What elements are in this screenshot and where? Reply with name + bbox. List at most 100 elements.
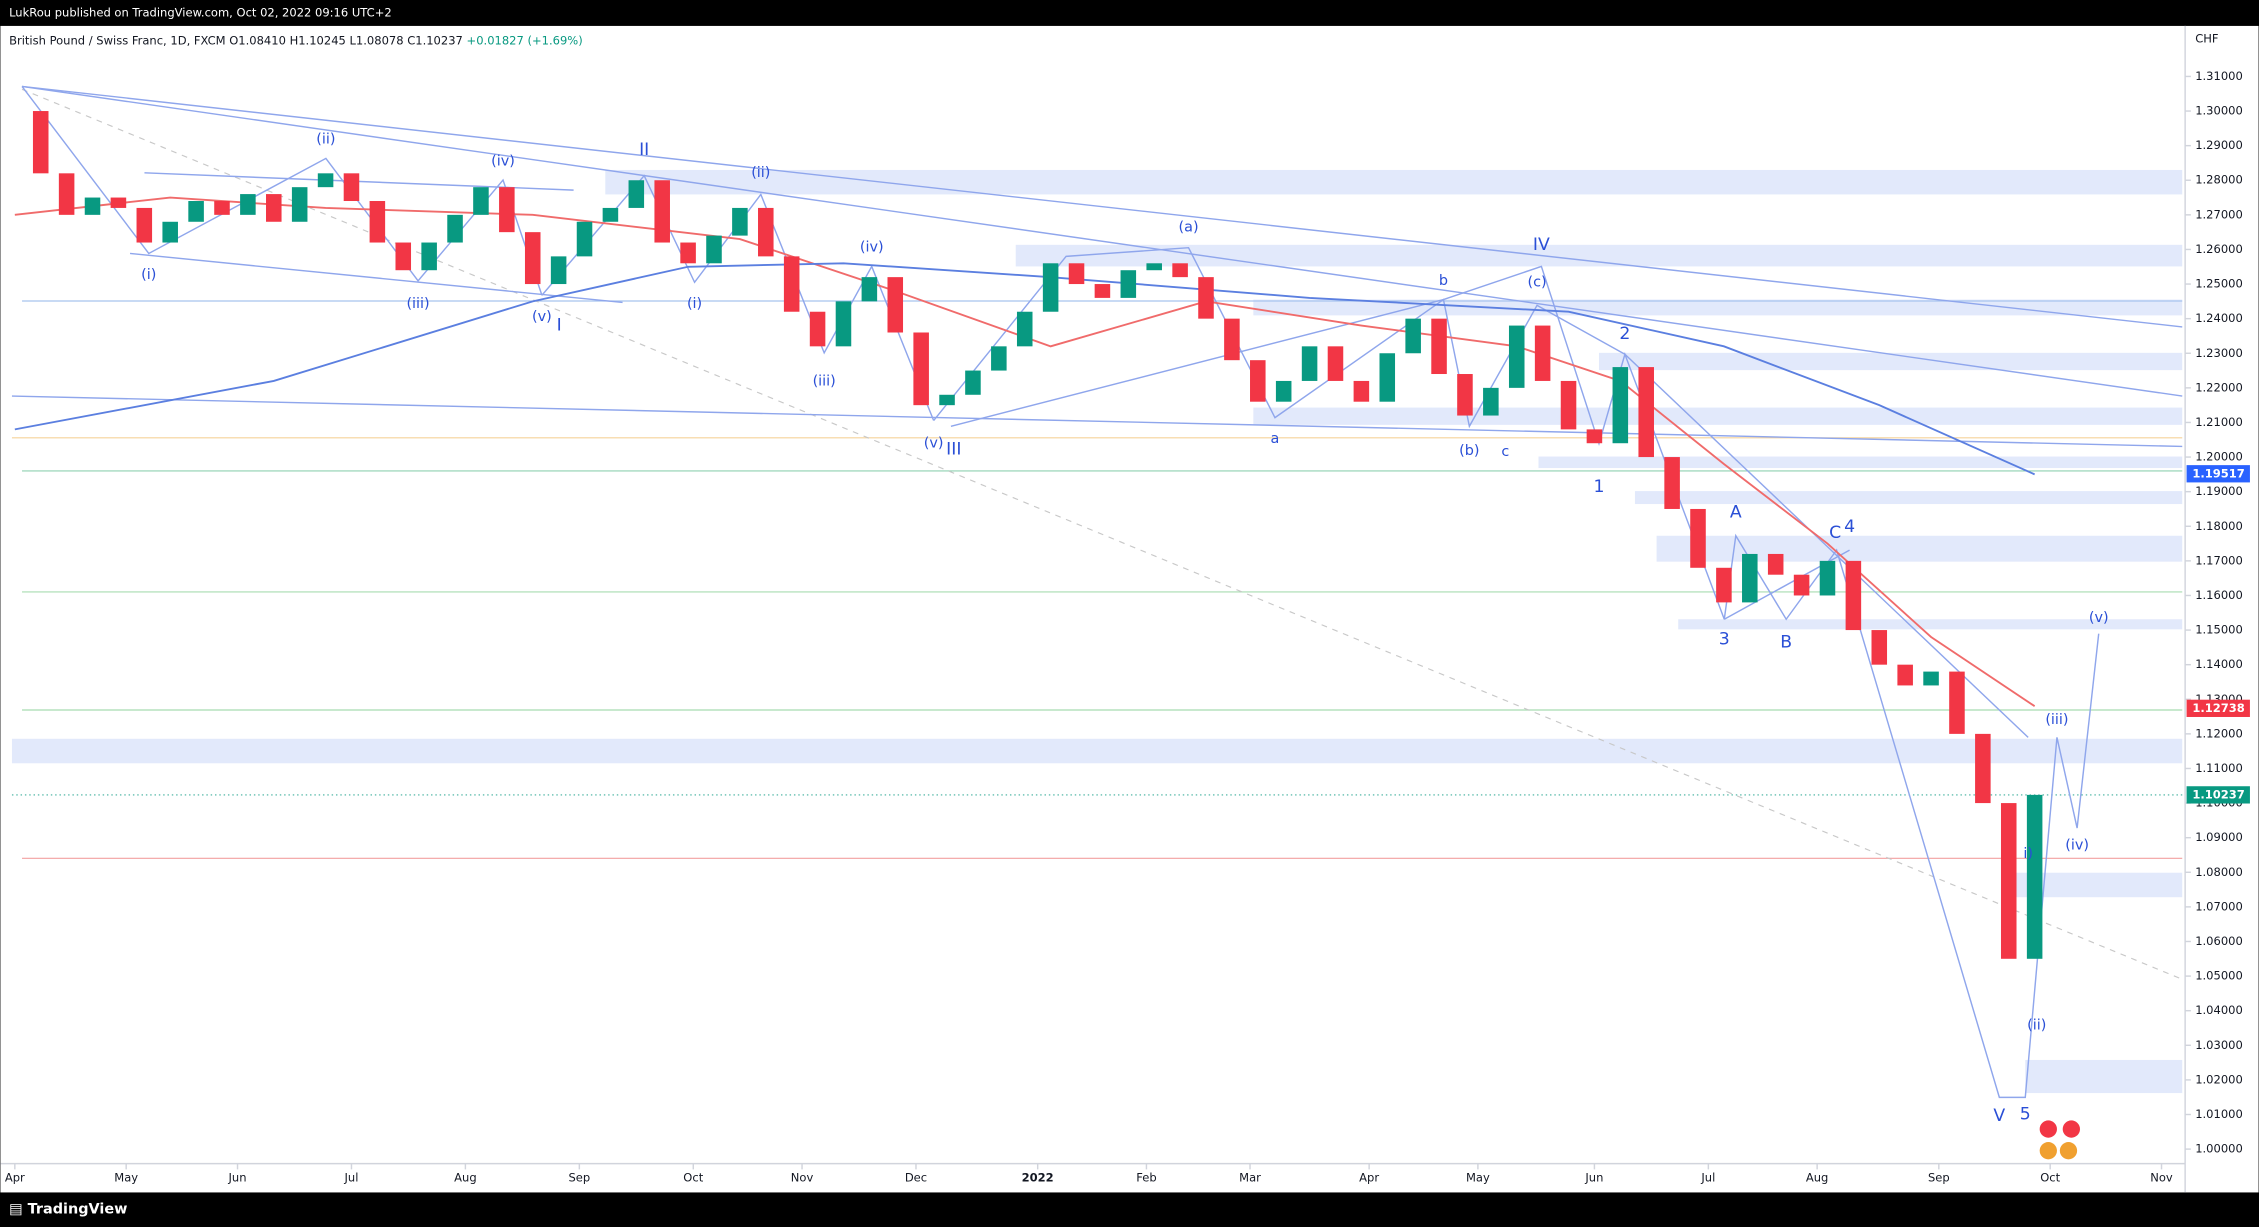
candle	[1094, 284, 1111, 298]
candle	[1431, 318, 1447, 375]
x-tick-label: Aug	[1806, 1171, 1828, 1185]
y-tick-label: 1.02000	[2195, 1072, 2243, 1086]
candle	[1923, 671, 1939, 686]
x-tick-label: Aug	[454, 1171, 477, 1185]
candle	[1508, 325, 1525, 388]
candle	[1793, 574, 1810, 596]
candle	[1638, 367, 1654, 458]
wave-label: i)	[2023, 846, 2033, 862]
wave-label: (iii)	[813, 374, 836, 390]
y-tick-label: 1.05000	[2195, 969, 2243, 983]
x-tick-label: Sep	[1928, 1171, 1950, 1185]
candle	[732, 207, 748, 236]
price-badge-label: 1.10237	[2192, 787, 2244, 801]
wave-label: c	[1501, 444, 1509, 460]
y-tick-label: 1.04000	[2195, 1003, 2243, 1017]
wave-label: (iv)	[491, 153, 515, 169]
candle	[1379, 353, 1396, 402]
candle	[939, 394, 955, 406]
wave-label: (a)	[1179, 220, 1199, 236]
x-tick-label: Jun	[1584, 1171, 1603, 1185]
candle	[58, 173, 75, 215]
candle	[421, 242, 437, 271]
candle	[1405, 318, 1421, 354]
wave-label: IV	[1533, 235, 1550, 255]
candle	[680, 242, 696, 264]
candle	[602, 207, 619, 222]
candle	[1949, 671, 1965, 734]
wave-label: b	[1439, 273, 1448, 289]
x-tick-label: 2022	[1022, 1171, 1054, 1185]
candle	[136, 207, 153, 243]
candle	[654, 180, 670, 243]
wave-label: (v)	[532, 309, 552, 325]
candle	[291, 187, 308, 222]
wave-label: (iv)	[860, 240, 884, 256]
y-tick-label: 1.11000	[2195, 761, 2243, 775]
x-tick-label: Oct	[2040, 1171, 2060, 1185]
y-tick-label: 1.06000	[2195, 934, 2243, 948]
y-tick-label: 1.16000	[2195, 588, 2243, 602]
candle	[1250, 360, 1266, 402]
wave-label: (ii)	[751, 165, 770, 181]
wave-label: (v)	[2089, 610, 2109, 626]
candle	[1586, 429, 1603, 444]
wave-label: (iv)	[2065, 837, 2089, 853]
wave-label: (c)	[1527, 274, 1546, 290]
x-tick-label: Oct	[683, 1171, 703, 1185]
candle	[1716, 567, 1732, 603]
y-tick-label: 1.18000	[2195, 519, 2243, 533]
alert-button[interactable]	[2039, 1120, 2057, 1138]
candle	[524, 232, 541, 285]
candle	[1016, 311, 1033, 347]
candle	[162, 221, 178, 243]
candle	[2000, 803, 2017, 959]
event-button[interactable]	[2039, 1142, 2057, 1160]
wave-label: 3	[1719, 629, 1730, 649]
candle	[447, 214, 463, 243]
y-tick-label: 1.20000	[2195, 450, 2243, 464]
candle	[2026, 794, 2043, 959]
wave-label: II	[639, 140, 649, 160]
x-tick-label: Mar	[1239, 1171, 1261, 1185]
event-button[interactable]	[2059, 1142, 2078, 1160]
candle	[809, 311, 826, 347]
candle	[1198, 277, 1214, 319]
candle	[84, 197, 101, 215]
candle	[887, 277, 904, 333]
wave-label: 5	[2020, 1105, 2031, 1125]
wave-label: (v)	[924, 436, 944, 452]
wave-label: C	[1829, 523, 1841, 543]
y-tick-label: 1.21000	[2195, 415, 2243, 429]
y-tick-label: 1.09000	[2195, 830, 2243, 844]
currency: CHF	[2195, 31, 2218, 45]
y-tick-label: 1.08000	[2195, 865, 2243, 879]
candle	[1845, 560, 1862, 631]
y-tick-label: 1.27000	[2195, 207, 2243, 221]
plot	[14, 111, 2043, 959]
wave-label: I	[557, 315, 562, 335]
y-tick-label: 1.29000	[2195, 138, 2243, 152]
wave-label: III	[946, 439, 961, 459]
y-tick-label: 1.17000	[2195, 553, 2243, 567]
wave-label: (iii)	[406, 296, 429, 312]
wave-label: A	[1730, 503, 1742, 523]
candle	[369, 201, 386, 243]
wave-label: (i)	[141, 267, 156, 283]
alert-button[interactable]	[2062, 1120, 2080, 1138]
candle	[628, 180, 645, 208]
candle	[1560, 380, 1577, 430]
candle	[758, 207, 774, 257]
change: +0.01827 (+1.69%)	[467, 33, 583, 47]
wave-label: (ii)	[2027, 1017, 2046, 1033]
candle	[499, 187, 515, 233]
candle	[1664, 457, 1680, 509]
candle	[1224, 318, 1240, 361]
candle	[110, 197, 127, 208]
symbol-name: British Pound / Swiss Franc, 1D, FXCM	[9, 33, 225, 47]
candle	[1690, 508, 1706, 568]
y-tick-label: 1.22000	[2195, 380, 2243, 394]
candle	[1275, 380, 1292, 402]
candle	[1534, 325, 1551, 381]
